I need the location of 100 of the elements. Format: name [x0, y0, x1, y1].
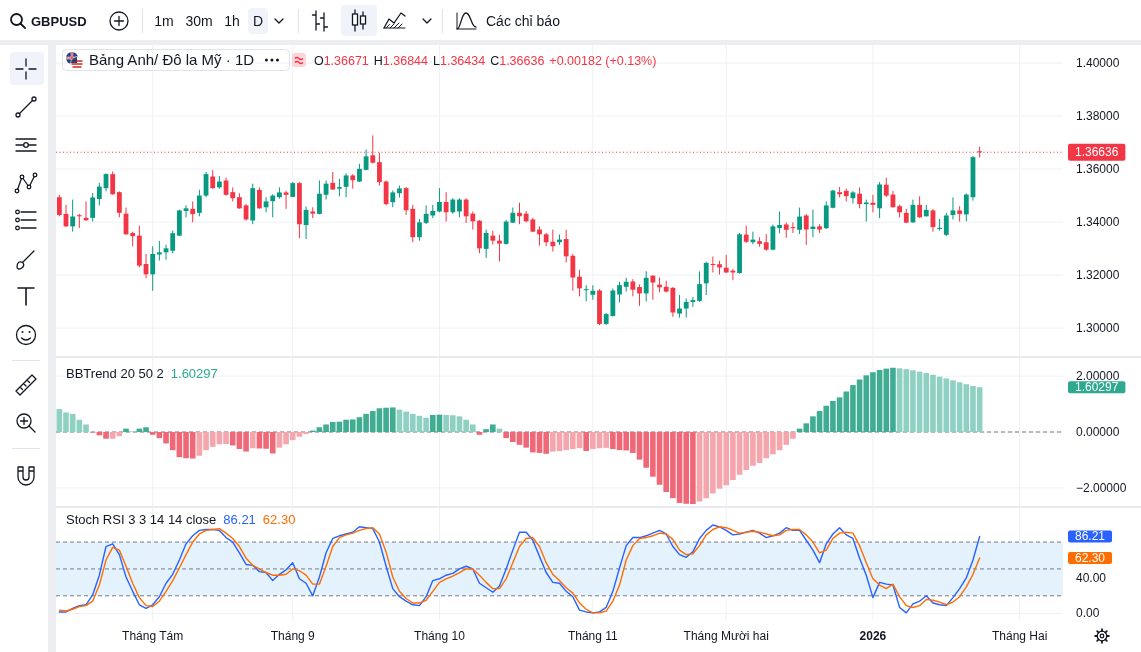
candlestick	[943, 212, 949, 237]
candlestick	[196, 189, 202, 217]
x-tick-label: Tháng Mười hai	[683, 629, 769, 643]
candlestick	[643, 270, 649, 302]
candlestick	[377, 152, 382, 187]
chart-title: Bảng Anh/ Đô la Mỹ · 1D	[89, 51, 255, 68]
candlestick	[563, 229, 569, 263]
text: D	[252, 12, 264, 29]
bar	[109, 432, 116, 439]
candlestick	[650, 274, 656, 301]
candlestick	[116, 190, 122, 218]
text: 1h	[224, 12, 240, 29]
candlestick	[877, 181, 883, 219]
candlestick	[677, 294, 682, 319]
bar	[476, 432, 483, 435]
candlestick	[863, 199, 869, 223]
text: GBPUSD	[31, 13, 87, 29]
candlestick	[797, 207, 802, 235]
candlestick	[637, 283, 642, 307]
x-tick-label: Tháng 11	[567, 629, 619, 643]
candlestick	[883, 177, 889, 198]
candlestick	[583, 284, 589, 302]
candlestick	[803, 213, 809, 246]
bar	[149, 432, 156, 435]
candlestick	[156, 240, 162, 262]
text: 1m	[154, 12, 174, 29]
candlestick	[683, 297, 689, 319]
candlestick	[710, 256, 716, 273]
y-tick-label: −2.00000	[1076, 480, 1127, 495]
bar	[123, 428, 129, 432]
candlestick	[777, 211, 782, 234]
x-tick-label: Tháng Hai	[991, 629, 1048, 643]
candlestick	[56, 194, 62, 217]
text: 86.21	[1075, 529, 1106, 544]
candlestick	[697, 270, 702, 303]
candlestick	[497, 234, 502, 262]
annotation: 62.30	[262, 512, 296, 527]
ref-line-label: 1.36636	[1075, 145, 1119, 160]
y-tick-label: 1.36000	[1076, 161, 1120, 176]
candlestick	[270, 193, 276, 218]
candlestick	[937, 218, 943, 232]
candlestick	[283, 190, 289, 210]
y-tick-label: 40.00	[1076, 570, 1107, 585]
candlestick	[483, 229, 489, 259]
y-tick-label: 1.38000	[1076, 108, 1120, 123]
candlestick	[257, 186, 262, 210]
candlestick	[443, 191, 449, 223]
candlestick	[690, 296, 696, 308]
candlestick	[963, 192, 969, 222]
candlestick	[550, 229, 556, 253]
candlestick	[617, 281, 622, 303]
candlestick	[96, 182, 102, 206]
y-tick-label: 0.00000	[1076, 424, 1120, 439]
y-tick-label: 1.40000	[1076, 55, 1120, 70]
candlestick	[150, 245, 156, 292]
x-tick-label: Tháng 10	[414, 629, 466, 643]
text: BBTrend 20 50 2	[66, 366, 164, 381]
text: 1.60297	[1075, 380, 1119, 395]
bar	[583, 432, 589, 451]
annotation: L1.36434	[433, 54, 486, 68]
x-tick-label: 2026	[859, 629, 887, 643]
candlestick	[437, 187, 442, 213]
annotation: +0.00182 (+0.13%)	[549, 54, 657, 68]
candlestick	[70, 199, 76, 233]
candlestick	[317, 179, 322, 215]
x-tick-label: Tháng 9	[270, 629, 316, 643]
candlestick	[383, 179, 389, 206]
candlestick	[190, 200, 196, 223]
annotation: C1.36636	[490, 54, 545, 68]
annotation: 86.21	[223, 512, 256, 527]
y-tick-label: 1.30000	[1076, 320, 1120, 335]
y-tick-label: 1.34000	[1076, 214, 1120, 229]
candlestick	[210, 169, 216, 190]
annotation: 1.60297	[170, 366, 218, 381]
text: 62.30	[1075, 550, 1106, 565]
candlestick	[170, 230, 176, 254]
y-tick-label: 1.32000	[1076, 267, 1120, 282]
candlestick	[857, 186, 862, 209]
candlestick	[417, 218, 422, 242]
candlestick	[110, 170, 116, 196]
text: Các chỉ báo	[486, 12, 561, 29]
candlestick	[570, 253, 576, 292]
bar	[249, 432, 256, 449]
candlestick	[703, 261, 709, 296]
candlestick	[90, 192, 96, 223]
annotation: H1.36844	[373, 54, 429, 68]
candlestick	[76, 213, 82, 229]
candlestick	[950, 196, 956, 220]
chart-title: Stoch RSI 3 3 14 14 close	[66, 512, 217, 527]
candlestick	[823, 200, 829, 230]
y-tick-label: 2.00000	[1076, 368, 1120, 383]
text: 30m	[185, 12, 213, 29]
candlestick	[457, 197, 462, 218]
annotation: O1.36671	[313, 54, 369, 68]
x-tick-label: Tháng Tám	[122, 629, 184, 643]
candlestick	[577, 269, 582, 297]
candlestick	[917, 195, 923, 219]
y-tick-label: 0.00	[1076, 606, 1100, 621]
candlestick	[183, 204, 189, 218]
candlestick	[630, 278, 636, 297]
